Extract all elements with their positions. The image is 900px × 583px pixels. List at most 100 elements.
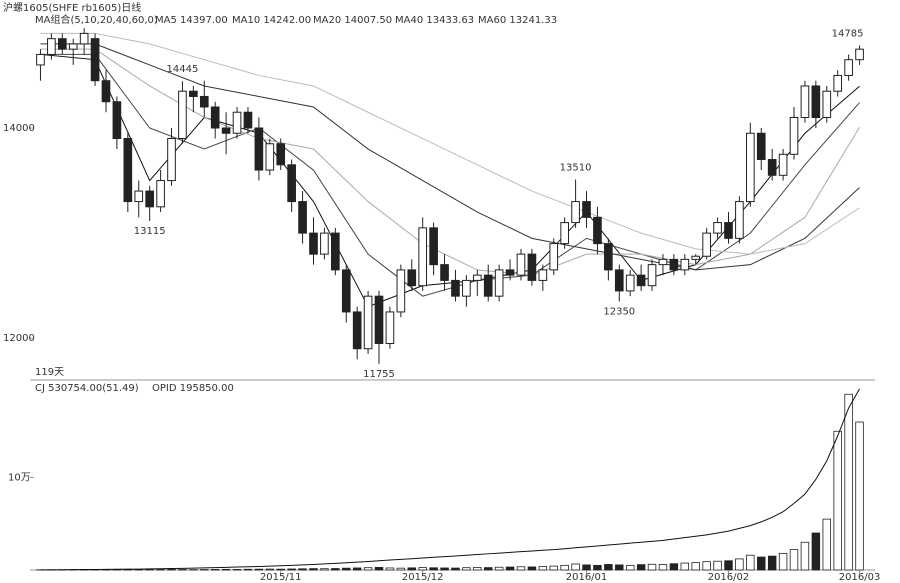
volume-bar <box>407 567 416 571</box>
candle-body <box>374 295 384 344</box>
candle-body <box>811 85 821 118</box>
candle-body <box>232 111 242 134</box>
candle-body <box>462 279 471 297</box>
candle-body <box>505 269 515 276</box>
candle-body <box>189 90 198 97</box>
volume-bar <box>331 568 340 571</box>
candle-body <box>287 164 296 203</box>
candle-body <box>134 190 144 203</box>
volume-bar <box>713 560 722 571</box>
y-tick-label: 14000 <box>3 123 35 134</box>
candle-body <box>320 232 329 255</box>
candle-body <box>669 258 679 271</box>
volume-bar <box>844 393 853 571</box>
candle-body <box>167 138 176 182</box>
volume-bar <box>647 563 657 571</box>
legend-entry: MA10 14242.00 <box>232 15 311 26</box>
oi-line <box>40 388 860 571</box>
candle-body <box>331 232 340 271</box>
volume-bar <box>451 567 460 571</box>
candle-body <box>549 243 559 271</box>
candle-body <box>494 269 504 297</box>
candle-body <box>767 159 777 176</box>
price-annotation: 14445 <box>167 64 199 75</box>
volume-bar <box>418 567 427 571</box>
ma-line <box>40 48 860 276</box>
candle-body <box>90 38 100 82</box>
candle-body <box>112 101 122 140</box>
price-annotation: 14785 <box>832 28 864 39</box>
candle-body <box>614 269 624 292</box>
volume-bar <box>374 567 384 571</box>
candle-body <box>582 201 591 218</box>
candle-body <box>210 106 220 129</box>
volume-bar <box>669 563 679 571</box>
candle-body <box>735 201 744 239</box>
candle-body <box>418 227 428 287</box>
candle-body <box>483 274 493 297</box>
candle-body <box>429 227 438 266</box>
candle-body <box>123 138 133 203</box>
price-annotation: 12350 <box>603 306 635 317</box>
volume-bar <box>593 564 602 571</box>
candle-body <box>516 253 526 276</box>
candle-body <box>265 143 275 171</box>
x-tick-label: 2015/11 <box>260 572 302 583</box>
candle-body <box>571 201 580 224</box>
volume-bar <box>254 568 264 571</box>
volume-bar <box>724 560 733 571</box>
volume-bar <box>811 532 821 571</box>
volume-bar <box>538 566 548 571</box>
volume-bar <box>571 563 580 571</box>
candle-body <box>36 53 45 66</box>
volume-bar <box>429 567 438 571</box>
candle-body <box>276 143 286 166</box>
candle-body <box>385 311 395 344</box>
candle-body <box>79 32 89 45</box>
volume-bar <box>615 564 624 571</box>
candle-body <box>352 311 362 350</box>
candle-body <box>47 38 56 55</box>
volume-bar <box>440 567 449 571</box>
candle-body <box>145 190 154 208</box>
x-tick-label: 2015/12 <box>402 572 444 583</box>
legend-entry: MA5 14397.00 <box>155 15 228 26</box>
volume-bar <box>473 567 482 571</box>
volume-bar <box>767 555 777 571</box>
volume-bar <box>484 567 493 571</box>
candle-body <box>604 243 613 271</box>
candle-body <box>724 222 733 239</box>
volume-bar <box>320 568 329 571</box>
x-tick-label: 2016/01 <box>566 572 608 583</box>
candle-body <box>702 232 711 257</box>
candle-body <box>221 127 231 134</box>
candle-body <box>658 258 668 266</box>
candle-body <box>538 269 548 281</box>
volume-bar <box>582 564 591 571</box>
candle-body <box>451 279 460 297</box>
candle-body <box>625 274 635 292</box>
volume-bar <box>462 567 471 571</box>
volume-bar <box>396 567 406 571</box>
volume-bar <box>342 567 351 571</box>
candle-body <box>746 132 755 203</box>
legend-entry: MA40 13433.63 <box>395 15 474 26</box>
chart-title: 沪螺1605(SHFE rb1605)日线 <box>3 1 141 14</box>
candle-body <box>309 232 318 255</box>
volume-bar <box>658 564 668 571</box>
volume-bar <box>789 549 799 571</box>
candle-body <box>833 74 843 92</box>
candle-body <box>57 38 67 50</box>
candle-body <box>647 264 657 287</box>
candle-body <box>178 90 187 140</box>
volume-bar <box>221 568 231 571</box>
candle-body <box>254 127 264 171</box>
volume-bar <box>232 569 242 571</box>
volume-bar <box>276 568 285 571</box>
volume-bar <box>800 541 810 571</box>
candle-body <box>680 258 690 271</box>
candle-body <box>844 59 853 76</box>
candle-body <box>822 90 832 118</box>
volume-bar <box>243 568 253 571</box>
